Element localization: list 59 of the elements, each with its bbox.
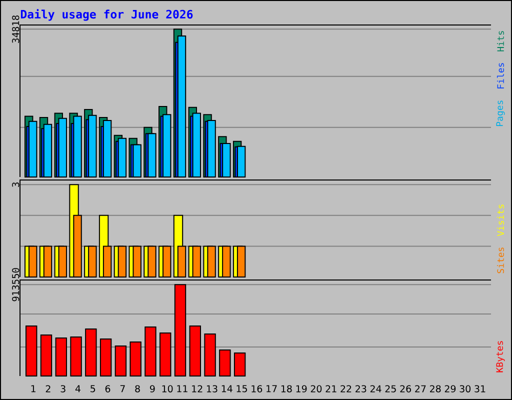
x-tick-label: 8 [135,385,140,392]
bar [40,334,52,376]
bar [234,352,246,376]
bar [55,338,67,376]
x-tick-label: 6 [105,385,110,392]
x-tick-label: 22 [340,385,352,392]
bar [144,326,156,376]
x-tick-label: 2 [46,385,50,392]
text: KBytes [496,341,505,372]
bar [130,342,142,376]
x-tick-label: 23 [356,385,366,392]
x-tick-label: 29 [444,385,456,392]
x-tick-label: 27 [415,385,426,392]
x-tick-label: 17 [266,385,277,392]
bar [26,326,38,376]
bar [100,338,112,376]
x-tick-label: 14 [222,385,232,392]
x-tick-label: 16 [252,385,262,392]
text: Visits [497,204,504,236]
x-tick-label: 30 [460,385,471,392]
bar [102,120,112,178]
x-tick-label: 24 [370,385,382,392]
x-tick-label: 5 [90,385,96,392]
x-tick-label: 31 [474,385,486,392]
bar [160,332,172,376]
x-tick-label: 7 [120,385,125,392]
bar [114,346,127,376]
x-tick-label: 12 [192,385,202,392]
bar [118,138,127,178]
bar [219,350,231,376]
bar [189,326,201,376]
x-tick-label: 25 [385,385,396,392]
bar [70,336,82,376]
bar [174,284,186,376]
x-tick-label: 11 [177,385,188,392]
x-tick-label: 15 [236,385,247,392]
x-tick-label: 1 [31,385,36,392]
x-tick-label: 9 [150,385,155,392]
x-tick-label: 10 [162,385,173,392]
text: Pages [496,100,505,126]
y-tick-label: 3 [12,182,20,187]
x-tick-label: 3 [60,385,66,392]
text: Hits [497,31,504,52]
y-tick-label: 913550 [12,268,20,302]
x-tick-label: 13 [206,385,218,392]
x-tick-label: 4 [75,385,80,392]
y-tick-label: 34818 [12,15,20,43]
chart-title: Daily usage for June 2026 [20,9,193,21]
x-tick-label: 20 [310,385,322,392]
x-tick-label: 26 [400,385,412,392]
x-tick-label: 21 [326,385,336,392]
text: Sites [497,248,504,274]
x-tick-label: 28 [430,385,441,392]
bar [73,116,82,178]
bar [85,328,97,376]
text: Files [496,63,504,88]
bar [204,334,216,376]
x-tick-label: 19 [296,385,307,392]
x-tick-label: 18 [281,385,292,392]
